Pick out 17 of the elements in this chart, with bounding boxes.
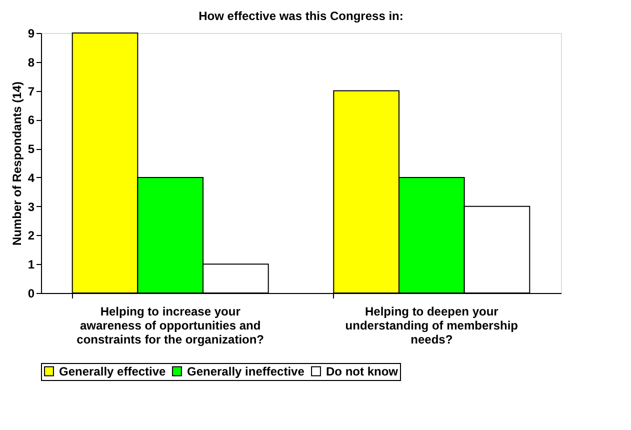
legend-label: Generally effective (59, 364, 166, 378)
legend-label: Generally ineffective (187, 364, 305, 378)
chart-title: How effective was this Congress in: (198, 9, 404, 23)
y-tick-label: 2 (28, 228, 35, 243)
y-tick-label: 7 (28, 84, 35, 98)
x-tick-label: Helping to deepen your understanding of membership needs? (345, 304, 518, 346)
y-tick-label: 8 (28, 55, 35, 70)
legend-label: Do not know (326, 364, 399, 378)
y-tick-label: 1 (28, 258, 35, 272)
y-tick-label: 5 (28, 142, 35, 156)
y-tick-label: 6 (28, 113, 35, 128)
y-axis-title: Number of Respondants (14) (10, 81, 24, 246)
x-tick-label: Helping to increase your awareness of opportunities and constraints for the organization? (76, 304, 264, 346)
y-tick-label: 0 (28, 286, 35, 300)
y-tick-label: 9 (28, 26, 35, 40)
y-tick-label: 4 (28, 170, 35, 185)
y-tick-label: 3 (28, 200, 35, 214)
